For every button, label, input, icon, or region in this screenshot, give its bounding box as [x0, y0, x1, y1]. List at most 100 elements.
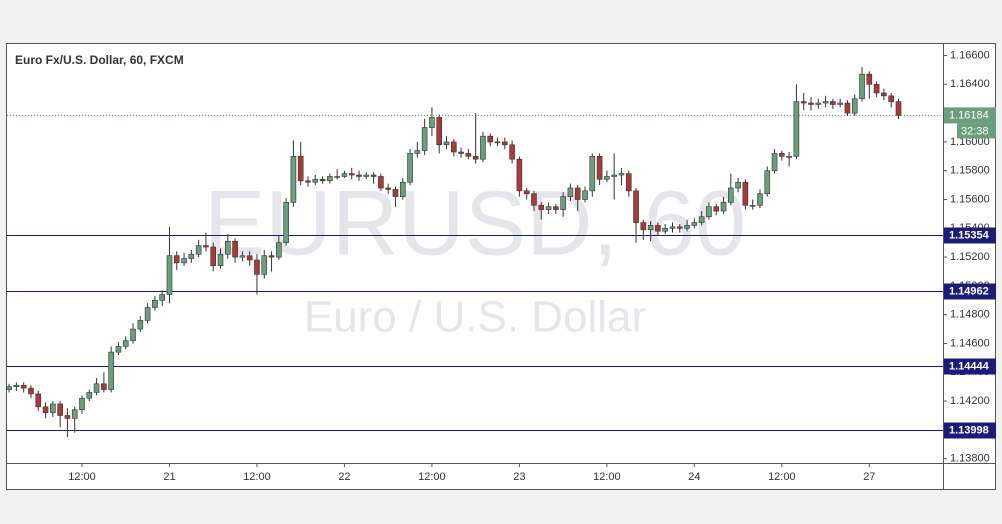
candle-body — [567, 187, 574, 197]
candle-body — [101, 383, 107, 390]
candle-body — [611, 174, 617, 177]
candle-body — [268, 255, 275, 258]
candle-body — [42, 406, 49, 413]
candle-body — [188, 253, 195, 259]
candle-body — [749, 204, 756, 207]
candle-body — [881, 92, 887, 97]
candle-body — [465, 153, 472, 157]
level-label-box — [944, 227, 996, 244]
candle-body — [713, 206, 720, 212]
watermark-subtitle: Euro / U.S. Dollar — [304, 293, 646, 342]
candle-body — [618, 173, 625, 176]
candle-body — [28, 387, 34, 395]
candle-body — [13, 384, 20, 387]
candle-body — [319, 179, 326, 182]
candle-body — [436, 117, 443, 146]
candle-body — [458, 151, 464, 154]
candle-body — [502, 141, 508, 146]
candle-body — [523, 190, 530, 195]
y-tick-label: 1.16600 — [950, 49, 990, 61]
candle-body — [720, 202, 727, 212]
candle-body — [122, 340, 129, 347]
candle-body — [516, 158, 523, 192]
candle-body — [370, 174, 377, 177]
candle-body — [895, 101, 902, 116]
last-price-label: 1.16184 — [949, 109, 989, 121]
candle-body — [859, 73, 865, 100]
candle-body — [684, 225, 690, 229]
candle-body — [691, 222, 698, 226]
y-tick-label: 1.14200 — [950, 395, 990, 407]
x-tick-label: 12:00 — [593, 471, 621, 483]
candle-body — [728, 187, 734, 203]
candle-body — [20, 384, 27, 389]
candle-body — [115, 346, 122, 353]
x-tick-label: 22 — [338, 471, 350, 483]
last-price-box — [944, 107, 996, 124]
countdown-label: 32:38 — [961, 125, 989, 137]
candle-body — [851, 98, 858, 114]
candle-body — [655, 225, 661, 232]
candle-body — [443, 141, 450, 146]
candle-body — [742, 181, 749, 206]
candle-body — [589, 156, 596, 192]
candle-body — [647, 225, 654, 231]
candle-body — [582, 190, 588, 200]
candle-body — [392, 189, 399, 197]
x-tick-label: 27 — [863, 471, 875, 483]
level-label: 1.14444 — [949, 360, 990, 372]
candle-body — [698, 216, 705, 223]
candle-body — [254, 259, 260, 275]
candle-body — [604, 176, 610, 180]
candle-body — [327, 176, 333, 182]
candle-body — [450, 141, 457, 153]
candle-body — [334, 176, 340, 178]
candle-body — [203, 245, 209, 248]
candle-body — [472, 156, 479, 160]
candle-body — [640, 222, 647, 231]
candle-body — [195, 245, 202, 255]
candle-body — [553, 206, 559, 210]
candle-body — [305, 180, 311, 183]
x-tick-label: 21 — [163, 471, 175, 483]
candle-body — [494, 141, 501, 144]
candle-body — [779, 153, 785, 157]
candle-body — [130, 328, 136, 341]
candle-body — [399, 181, 406, 197]
candle-body — [662, 228, 669, 232]
candle-body — [181, 258, 187, 264]
chart-title: Euro Fx/U.S. Dollar, 60, FXCM — [15, 53, 184, 67]
candle-body — [480, 135, 486, 160]
level-label: 1.13998 — [949, 424, 989, 436]
candle-body — [239, 255, 246, 258]
candle-body — [108, 351, 114, 390]
level-label-box — [944, 283, 996, 300]
candle-body — [144, 307, 151, 321]
candle-body — [531, 193, 537, 206]
candle-body — [538, 204, 545, 210]
candle-body — [509, 144, 515, 160]
candle-body — [560, 196, 566, 210]
candle-body — [596, 156, 603, 180]
y-tick-label: 1.16400 — [950, 78, 990, 90]
candle-body — [71, 409, 78, 419]
candle-body — [808, 102, 814, 105]
candle-body — [137, 320, 144, 330]
candle-body — [297, 156, 304, 182]
candle-body — [574, 187, 581, 200]
countdown-box — [957, 123, 996, 139]
candle-body — [159, 294, 165, 301]
candle-body — [888, 95, 894, 102]
candle-body — [669, 226, 676, 229]
y-tick-label: 1.14800 — [950, 309, 990, 321]
candle-body — [844, 102, 851, 114]
candle-body — [429, 117, 435, 128]
x-tick-label: 12:00 — [418, 471, 446, 483]
candle-body — [363, 174, 370, 177]
candle-body — [246, 255, 253, 261]
candle-body — [757, 193, 763, 206]
candle-body — [152, 299, 158, 308]
candle-body — [837, 102, 843, 105]
candle-body — [93, 383, 100, 393]
candle-body — [815, 102, 822, 105]
